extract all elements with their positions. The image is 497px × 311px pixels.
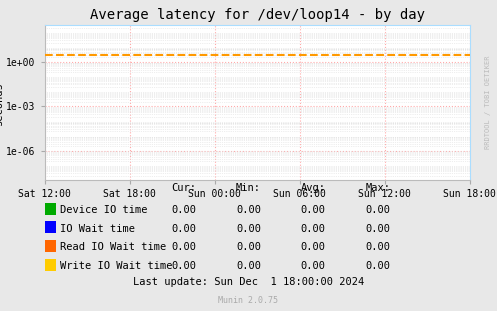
Text: 0.00: 0.00 <box>236 242 261 252</box>
Title: Average latency for /dev/loop14 - by day: Average latency for /dev/loop14 - by day <box>89 8 425 22</box>
Text: 0.00: 0.00 <box>301 261 326 271</box>
Text: 0.00: 0.00 <box>365 242 390 252</box>
Text: Min:: Min: <box>236 183 261 193</box>
Text: 0.00: 0.00 <box>301 224 326 234</box>
Text: RRDTOOL / TOBI OETIKER: RRDTOOL / TOBI OETIKER <box>485 56 491 149</box>
Text: 0.00: 0.00 <box>236 205 261 215</box>
Y-axis label: seconds: seconds <box>0 81 3 124</box>
Text: 0.00: 0.00 <box>171 224 196 234</box>
Text: IO Wait time: IO Wait time <box>60 224 135 234</box>
Text: 0.00: 0.00 <box>365 261 390 271</box>
Text: 0.00: 0.00 <box>365 224 390 234</box>
Text: Avg:: Avg: <box>301 183 326 193</box>
Text: Max:: Max: <box>365 183 390 193</box>
Text: 0.00: 0.00 <box>236 261 261 271</box>
Text: 0.00: 0.00 <box>171 205 196 215</box>
Text: 0.00: 0.00 <box>301 242 326 252</box>
Text: Last update: Sun Dec  1 18:00:00 2024: Last update: Sun Dec 1 18:00:00 2024 <box>133 277 364 287</box>
Text: Munin 2.0.75: Munin 2.0.75 <box>219 296 278 305</box>
Text: 0.00: 0.00 <box>301 205 326 215</box>
Text: Write IO Wait time: Write IO Wait time <box>60 261 172 271</box>
Text: Cur:: Cur: <box>171 183 196 193</box>
Text: 0.00: 0.00 <box>365 205 390 215</box>
Text: 0.00: 0.00 <box>236 224 261 234</box>
Text: Read IO Wait time: Read IO Wait time <box>60 242 166 252</box>
Text: 0.00: 0.00 <box>171 242 196 252</box>
Text: Device IO time: Device IO time <box>60 205 147 215</box>
Text: 0.00: 0.00 <box>171 261 196 271</box>
